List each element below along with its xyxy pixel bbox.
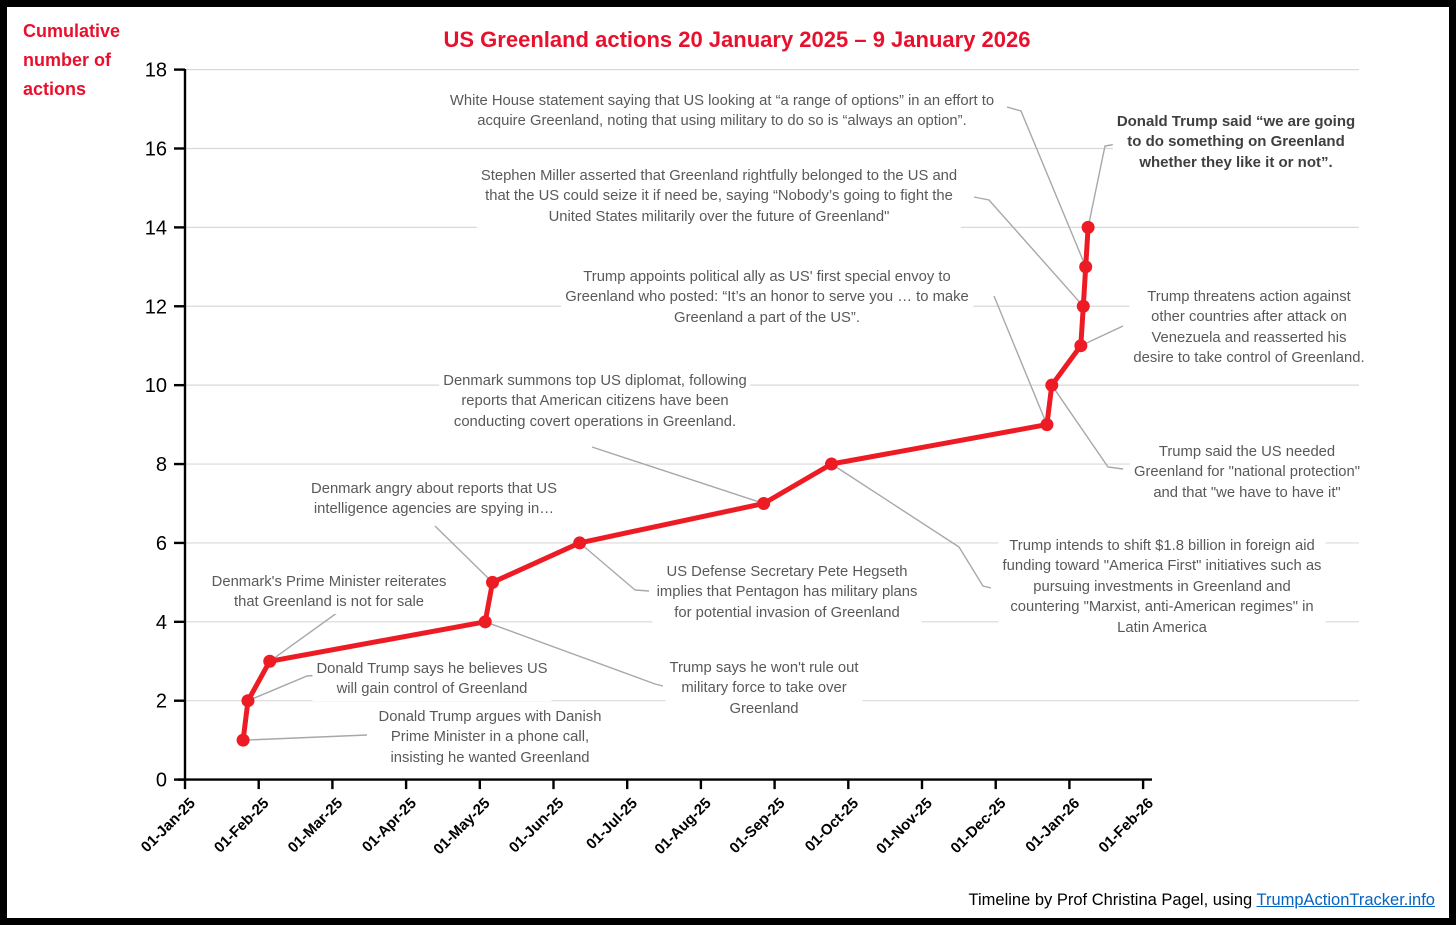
y-tick-label: 6 [156, 533, 167, 555]
x-tick-label: 01-Jul-25 [583, 795, 641, 853]
leader-line [591, 446, 764, 505]
data-point [485, 575, 499, 589]
data-line [240, 224, 1091, 743]
annotation: White House statement saying that US loo… [445, 90, 999, 133]
annotation: Donald Trump said “we are going to do so… [1112, 111, 1360, 175]
attribution: Timeline by Prof Christina Pagel, using … [969, 891, 1435, 910]
leader-line [973, 196, 1084, 307]
data-point [757, 496, 771, 510]
y-axis-title: Cumulative number of actions [23, 21, 121, 99]
y-tick-label: 12 [145, 296, 167, 318]
data-point [263, 654, 277, 668]
data-point [478, 615, 492, 629]
x-tick-label: 01-Jun-25 [506, 795, 568, 857]
annotation: Donald Trump says he believes US will ga… [312, 658, 552, 701]
x-tick-label: 01-Dec-25 [947, 795, 1009, 857]
leader-line [1080, 325, 1124, 347]
y-tick-label: 14 [145, 217, 167, 239]
annotation: Trump threatens action against other cou… [1129, 286, 1369, 370]
data-point [241, 694, 255, 708]
y-tick-label: 16 [145, 138, 167, 160]
leader-line [1006, 106, 1087, 268]
x-tick-label: 01-Nov-25 [873, 795, 936, 858]
annotation: Trump says he won't rule out military fo… [665, 657, 863, 721]
x-tick-label: 01-May-25 [430, 795, 493, 858]
leader-line [243, 734, 368, 741]
y-tick-label: 2 [156, 691, 167, 713]
annotation: Trump appoints political ally as US' fir… [561, 266, 973, 330]
data-point [1045, 378, 1059, 392]
x-tick-label: 01-Jan-25 [138, 795, 199, 856]
y-tick-label: 10 [145, 375, 167, 397]
tracker-link[interactable]: TrumpActionTracker.info [1256, 891, 1435, 909]
annotation: Stephen Miller asserted that Greenland r… [476, 165, 962, 229]
annotation: Denmark angry about reports that US inte… [307, 478, 561, 521]
annotation: Denmark's Prime Minister reiterates that… [207, 571, 451, 614]
data-point [1074, 339, 1088, 353]
annotation: Trump said the US needed Greenland for "… [1129, 441, 1365, 505]
y-tick-label: 18 [145, 60, 167, 82]
annotation: Denmark summons top US diplomat, followi… [439, 370, 751, 434]
x-tick-label: 01-Sep-25 [726, 795, 788, 857]
y-tick-label: 8 [156, 454, 167, 476]
data-point [573, 536, 587, 550]
data-point [1076, 299, 1090, 313]
y-tick-label: 0 [156, 770, 167, 792]
x-tick-label: 01-Oct-25 [802, 795, 862, 855]
chart-title: US Greenland actions 20 January 2025 – 9… [443, 27, 1031, 52]
annotation: Donald Trump argues with Danish Prime Mi… [374, 706, 606, 770]
data-point [236, 733, 250, 747]
leader-line [484, 621, 664, 687]
x-tick-label: 01-Mar-25 [285, 795, 347, 857]
attribution-text: Timeline by Prof Christina Pagel, using [968, 891, 1257, 909]
leader-line [993, 295, 1048, 425]
x-tick-label: 01-Feb-26 [1095, 795, 1157, 857]
x-tick-label: 01-Feb-25 [211, 795, 273, 857]
x-tick-label: 01-Aug-25 [651, 795, 714, 858]
annotation: Trump intends to shift $1.8 billion in f… [998, 535, 1326, 640]
x-tick-label: 01-Apr-25 [359, 795, 420, 856]
annotation: US Defense Secretary Pete Hegseth implie… [652, 561, 922, 625]
data-point [1079, 260, 1093, 274]
data-point [1081, 220, 1095, 234]
leader-line [434, 525, 493, 583]
data-point [1040, 418, 1054, 432]
leader-line [579, 542, 650, 592]
leader-line [831, 463, 992, 589]
leader-line [1051, 384, 1124, 470]
x-tick-label: 01-Jan-26 [1022, 795, 1083, 856]
data-point [824, 457, 838, 471]
leader-line [269, 609, 342, 662]
y-tick-label: 4 [156, 612, 167, 634]
